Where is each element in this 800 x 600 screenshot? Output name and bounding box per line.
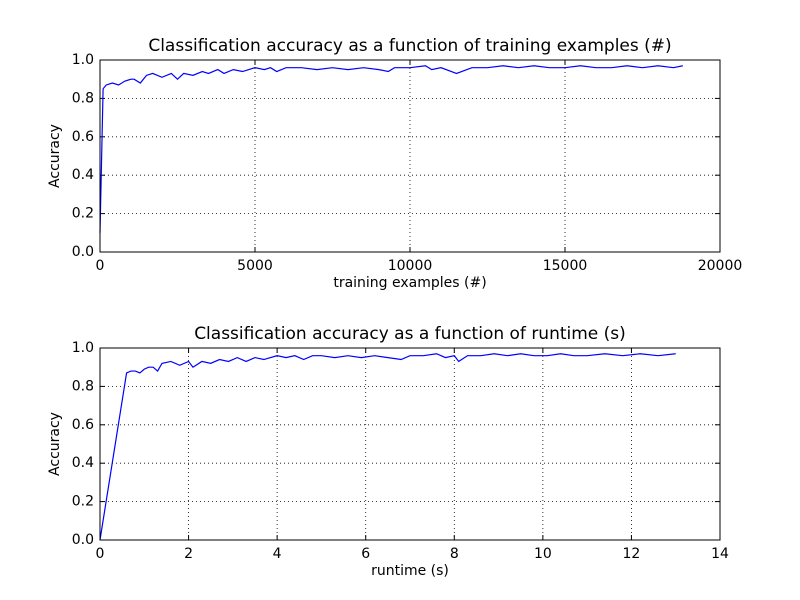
x-tick-label: 5000 xyxy=(237,258,273,274)
x-tick-label: 0 xyxy=(96,258,105,274)
y-tick-label: 0.2 xyxy=(72,494,94,510)
x-tick-label: 12 xyxy=(623,546,641,562)
data-line xyxy=(99,353,676,541)
x-tick-label: 15000 xyxy=(543,258,588,274)
x-tick-label: 8 xyxy=(450,546,459,562)
y-tick-label: 0.8 xyxy=(72,90,94,106)
axes-frame xyxy=(99,59,721,253)
chart-title: Classification accuracy as a function of… xyxy=(194,324,626,344)
x-tick-label: 4 xyxy=(273,546,282,562)
x-tick-label: 20000 xyxy=(698,258,743,274)
y-tick-label: 0.6 xyxy=(72,417,94,433)
x-tick-label: 14 xyxy=(711,546,729,562)
x-axis-label: runtime (s) xyxy=(371,563,449,579)
x-tick-label: 6 xyxy=(361,546,370,562)
y-axis-label: Accuracy xyxy=(47,412,63,476)
y-tick-label: 1.0 xyxy=(72,340,94,356)
y-tick-label: 0.6 xyxy=(72,129,94,145)
chart-title: Classification accuracy as a function of… xyxy=(148,36,671,56)
y-tick-label: 0.0 xyxy=(72,532,94,548)
x-axis-label: training examples (#) xyxy=(333,275,486,291)
y-tick-label: 0.0 xyxy=(72,244,94,260)
x-tick-label: 0 xyxy=(96,546,105,562)
data-line xyxy=(99,65,683,233)
y-tick-label: 1.0 xyxy=(72,52,94,68)
x-tick-label: 10 xyxy=(534,546,552,562)
y-tick-label: 0.4 xyxy=(72,167,94,183)
y-axis-label: Accuracy xyxy=(47,124,63,188)
x-tick-label: 2 xyxy=(184,546,193,562)
axes-frame xyxy=(99,347,721,541)
y-tick-label: 0.4 xyxy=(72,455,94,471)
y-tick-label: 0.2 xyxy=(72,206,94,222)
y-tick-label: 0.8 xyxy=(72,378,94,394)
x-tick-label: 10000 xyxy=(388,258,433,274)
